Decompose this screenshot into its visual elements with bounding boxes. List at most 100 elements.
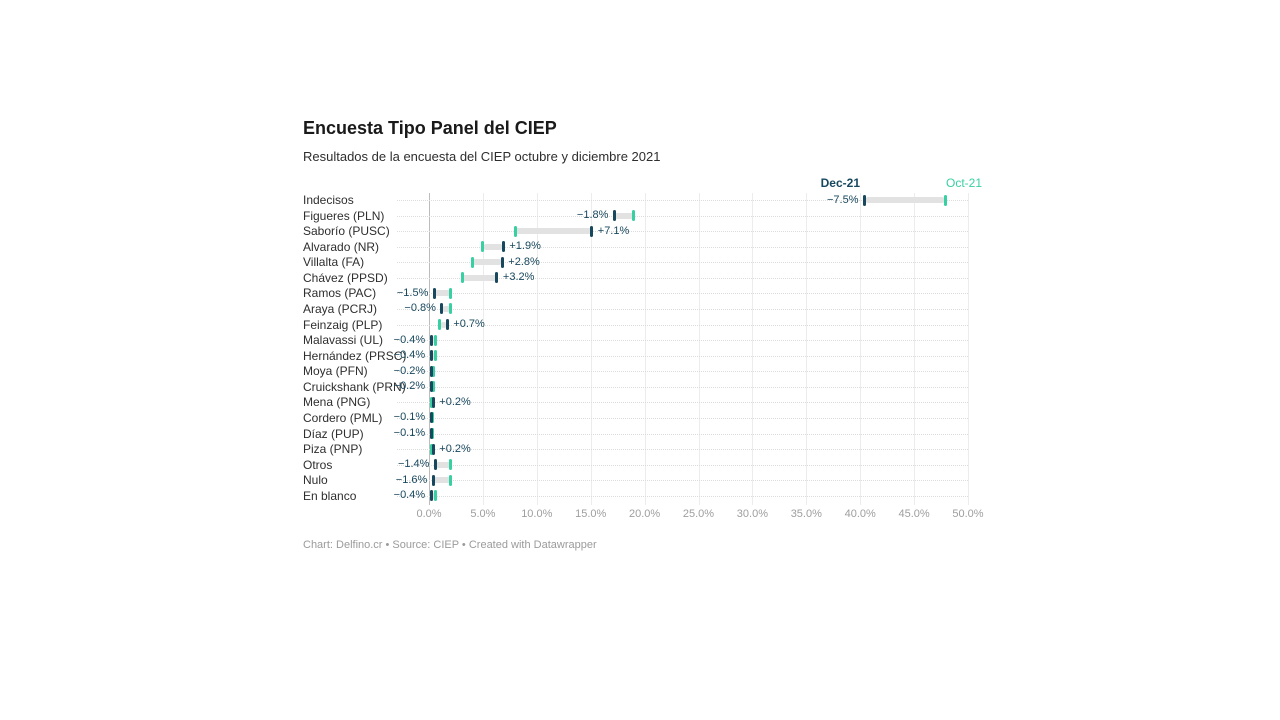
x-axis-tick-label: 40.0% [844,508,876,520]
row-gridline [397,449,968,451]
oct-21-marker [460,272,464,284]
row-label: Ramos (PAC) [303,286,377,301]
range-connector-bar [472,259,503,266]
oct-21-marker [943,194,947,206]
row-label: En blanco [303,488,357,503]
change-label: −7.5% [827,193,859,206]
range-connector-bar [431,492,436,499]
gridline [482,193,484,505]
dec-21-marker [863,194,866,206]
row-label: Indecisos [303,193,354,207]
dec-21-marker [431,474,435,486]
row-label: Díaz (PUP) [303,426,364,441]
row-gridline [397,386,968,388]
oct-21-marker [438,319,442,331]
gridline [698,193,700,505]
oct-21-marker [470,256,474,268]
row-gridline [397,231,968,233]
row-gridline [397,308,968,310]
row-label: Feinzaig (PLP) [303,317,383,332]
change-label: −1.6% [395,473,428,486]
range-connector-bar [439,321,448,328]
legend-dec-21: Dec-21 [820,176,860,190]
row-gridline [397,433,968,435]
chart-footer: Chart: Delfino.cr • Source: CIEP • Creat… [303,539,597,551]
change-label: +0.2% [439,395,471,408]
x-axis-tick-label: 15.0% [575,508,607,520]
x-axis-tick-label: 25.0% [682,508,715,520]
row-label: Moya (PFN) [303,364,368,379]
zero-gridline [429,193,430,505]
x-axis-tick-label: 0.0% [416,508,442,520]
row-gridline [397,246,968,248]
change-label: −0.4% [393,349,426,362]
range-connector-bar [431,352,436,359]
change-label: −1.5% [396,286,429,299]
x-axis-tick-label: 45.0% [898,508,930,520]
row-label: Chávez (PPSD) [303,270,388,285]
range-connector-bar [515,228,592,235]
dec-21-marker [495,272,499,284]
row-label: Araya (PCRJ) [303,301,378,316]
row-label: Alvarado (NR) [303,239,380,254]
oct-21-marker [431,381,435,393]
page-title: Encuesta Tipo Panel del CIEP [303,118,557,138]
range-connector-bar [433,477,451,484]
oct-21-marker [433,350,437,362]
oct-21-marker [513,225,517,237]
row-gridline [397,417,968,419]
row-label: Otros [303,457,333,472]
oct-21-marker [481,241,485,253]
row-gridline [397,495,968,497]
dec-21-marker [500,256,504,268]
row-label: Piza (PNP) [303,442,363,457]
gridline [590,193,592,505]
gridline [968,193,969,505]
dec-21-marker [429,428,433,440]
chart-subtitle: Resultados de la encuesta del CIEP octub… [303,149,661,164]
range-connector-bar [614,212,634,219]
row-gridline [397,324,968,326]
row-label: Villalta (FA) [303,255,365,270]
dec-21-marker [590,225,594,237]
row-gridline [397,215,968,217]
x-axis-tick-label: 20.0% [628,508,661,520]
oct-21-marker [429,443,433,455]
change-label: +2.8% [508,255,540,268]
gridline [860,193,862,505]
change-label: +7.1% [597,224,630,237]
gridline [806,193,808,505]
row-label: Mena (PNG) [303,395,371,410]
change-label: +0.7% [453,318,485,331]
range-connector-bar [864,197,946,203]
gridline [914,193,916,505]
row-gridline [397,480,968,482]
dec-21-marker [445,319,449,331]
row-gridline [397,277,968,279]
dec-21-marker [429,381,433,393]
row-label: Figueres (PLN) [303,208,385,223]
legend-oct-21: Oct-21 [946,176,983,190]
oct-21-marker [433,334,437,346]
dec-21-marker [429,350,433,362]
row-gridline [397,464,968,466]
dec-21-marker [440,303,444,315]
dec-21-marker [429,490,433,502]
dec-21-marker [431,396,435,408]
change-label: +1.9% [509,240,541,253]
oct-21-marker [449,474,453,486]
change-label: +3.2% [502,271,535,284]
change-label: −0.2% [393,380,426,393]
row-label: Cruickshank (PRN) [303,379,406,394]
change-label: −1.8% [576,209,609,222]
dec-21-marker [429,334,433,346]
oct-21-marker [449,303,453,315]
x-axis-tick-label: 50.0% [952,508,984,520]
dec-21-marker [433,459,437,471]
dec-21-marker [429,412,433,424]
row-label: Nulo [303,473,328,488]
row-label: Cordero (PML) [303,410,383,425]
row-gridline [397,262,968,264]
oct-21-marker [433,490,437,502]
row-label: Hernández (PRSC) [303,348,407,363]
